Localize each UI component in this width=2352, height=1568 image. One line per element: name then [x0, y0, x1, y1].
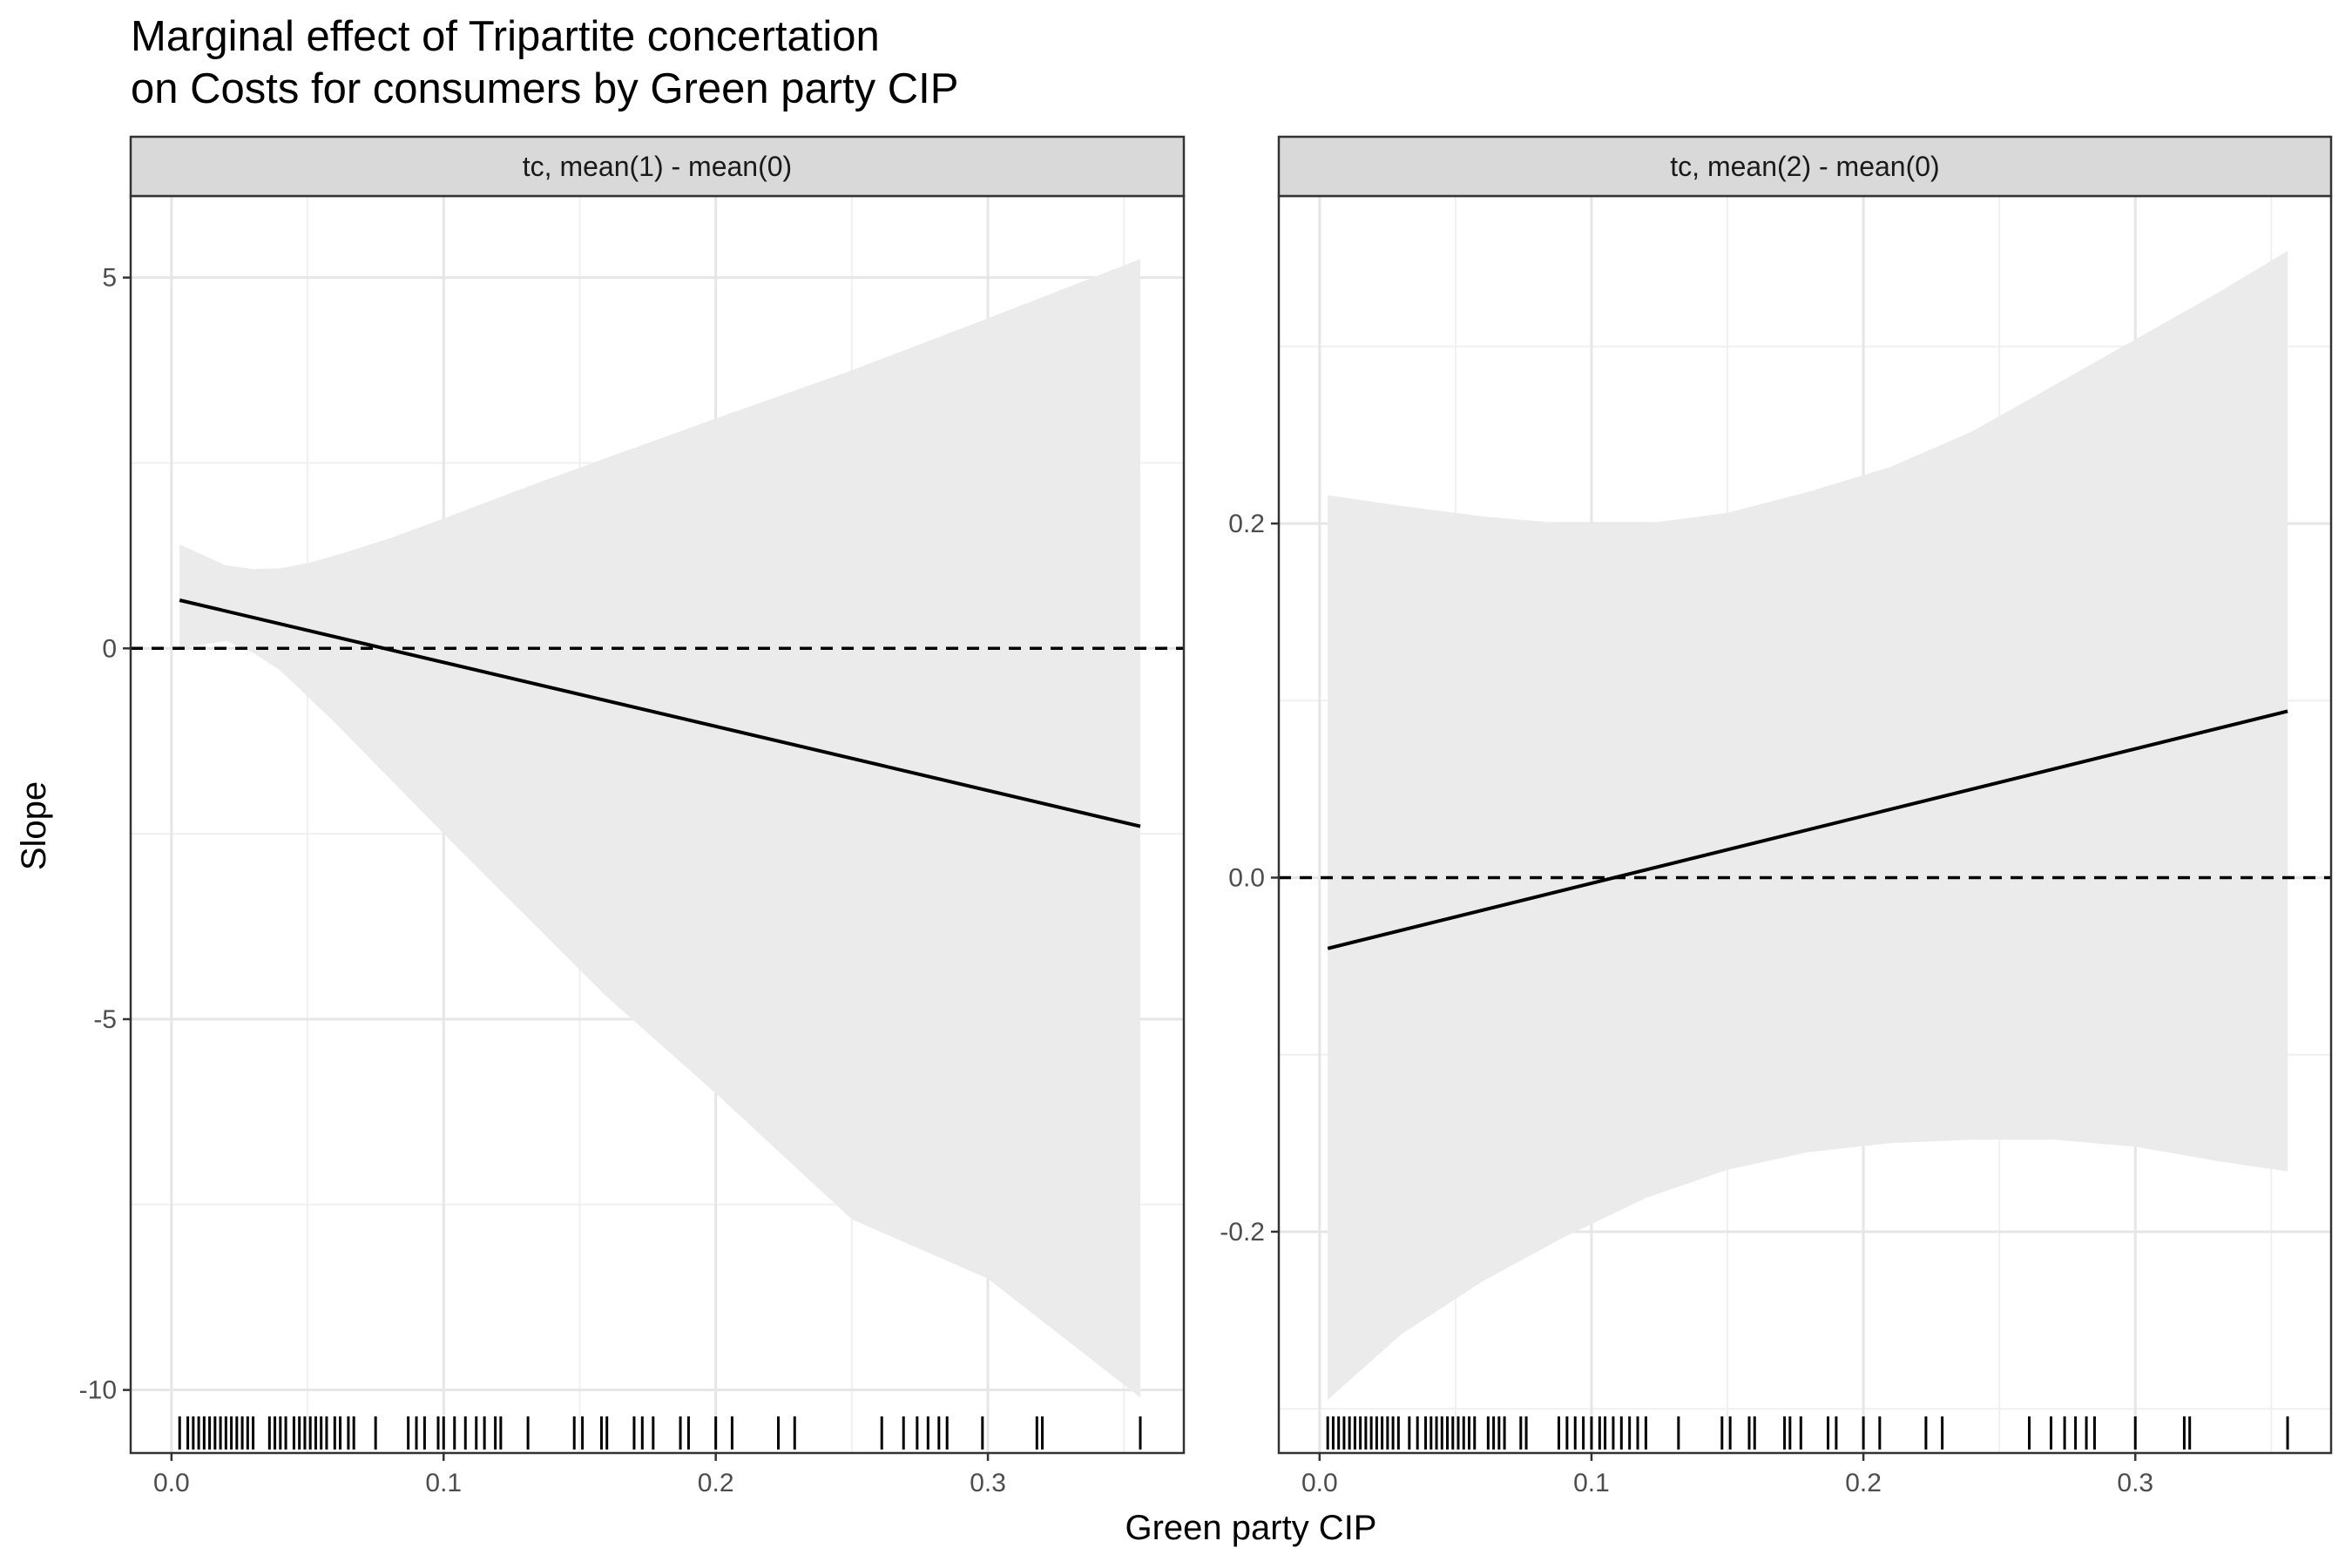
y-tick-label: 5: [102, 264, 117, 293]
x-tick-label: 0.2: [698, 1469, 734, 1497]
x-tick-label: 0.1: [425, 1469, 462, 1497]
confidence-band: [1328, 251, 2288, 1400]
panel-2: tc, mean(2) - mean(0) 0.0 0.1 0.2 0.3 0.2 0.0 -…: [1220, 135, 2333, 1497]
y-tick-label: -0.2: [1220, 1218, 1265, 1247]
chart-title-line-1: Marginal effect of Tripartite concertati…: [131, 13, 880, 60]
y-tick-label: 0.0: [1228, 863, 1265, 892]
facet-strip-label: tc, mean(1) - mean(0): [523, 151, 792, 182]
x-axis-label: Green party CIP: [1125, 1509, 1376, 1547]
facet-strip: [129, 135, 1186, 198]
x-tick-label: 0.0: [1301, 1469, 1338, 1497]
x-tick-label: 0.1: [1573, 1469, 1610, 1497]
marginal-effect-line: [179, 598, 1141, 828]
y-tick-label: -10: [79, 1376, 117, 1405]
y-tick-label: 0.2: [1228, 510, 1265, 538]
x-tick-label: 0.0: [153, 1469, 190, 1497]
chart-title: Marginal effect of Tripartite concertati…: [131, 10, 958, 115]
x-tick-label: 0.3: [2117, 1469, 2153, 1497]
confidence-band: [179, 259, 1141, 1398]
facet-strip-label: tc, mean(2) - mean(0): [1670, 151, 1939, 182]
y-axis-label: Slope: [15, 781, 53, 870]
chart-title-line-2: on Costs for consumers by Green party CI…: [131, 65, 959, 112]
marginal-effect-line: [1327, 709, 2288, 950]
x-tick-label: 0.2: [1845, 1469, 1882, 1497]
panel-1: tc, mean(1) - mean(0) 0.0 0.1 0.2 0.3 5 0 -5 -10: [79, 135, 1186, 1497]
facet-strip: [1277, 135, 2333, 198]
y-tick-label: 0: [102, 634, 117, 663]
y-tick-label: -5: [93, 1005, 117, 1034]
x-tick-label: 0.3: [970, 1469, 1006, 1497]
